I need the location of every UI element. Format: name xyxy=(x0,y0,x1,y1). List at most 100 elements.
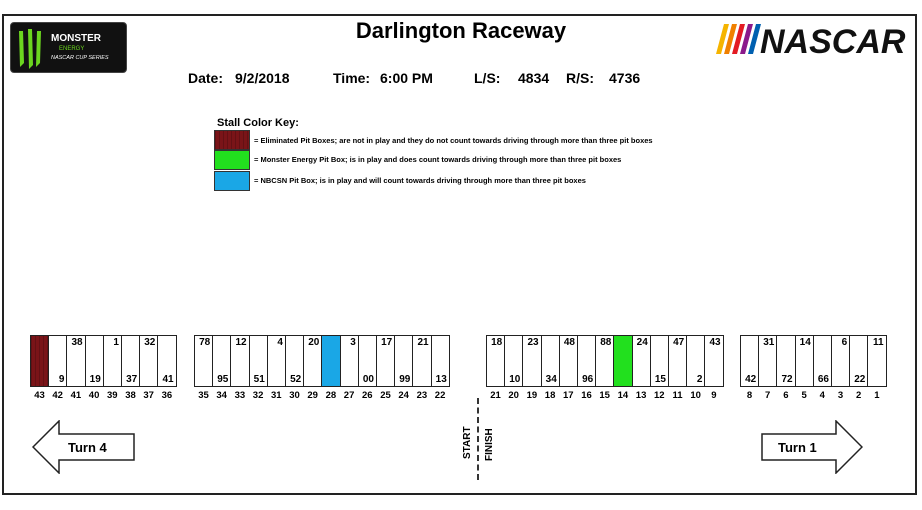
stall-car-top: 47 xyxy=(673,337,685,348)
stall-number: 18 xyxy=(544,390,556,401)
stall-car-top: 6 xyxy=(841,337,848,348)
stall-car-top: 24 xyxy=(636,337,648,348)
stall-car-top: 78 xyxy=(199,337,211,348)
turn-1-label: Turn 1 xyxy=(778,440,817,455)
stall-car-bottom: 37 xyxy=(126,374,138,385)
stall-number: 37 xyxy=(143,390,154,401)
pit-stall: 43 xyxy=(704,335,724,387)
pit-stall: 31 xyxy=(758,335,778,387)
stall-number: 8 xyxy=(746,390,753,401)
stall-car-bottom: 2 xyxy=(696,374,703,385)
pit-stall: 15 xyxy=(649,335,669,387)
pit-stall: 48 xyxy=(558,335,578,387)
stall-number: 39 xyxy=(107,390,118,401)
start-finish-line xyxy=(477,398,479,480)
stall-car-top: 23 xyxy=(527,337,539,348)
stall-car-bottom: 00 xyxy=(362,374,374,385)
stall-number: 26 xyxy=(362,390,373,401)
monster-swatch xyxy=(214,150,250,170)
nbcsn-swatch xyxy=(214,171,250,191)
pit-stall: 41 xyxy=(157,335,177,387)
stall-car-bottom: 34 xyxy=(545,374,557,385)
stall-car-bottom: 99 xyxy=(399,374,411,385)
stall-number: 30 xyxy=(289,390,300,401)
page-title: Darlington Raceway xyxy=(355,18,567,43)
stall-car-top: 11 xyxy=(873,337,884,348)
pit-stall: 4 xyxy=(266,335,286,387)
stall-number: 16 xyxy=(581,390,592,401)
pit-stall: 9 xyxy=(48,335,68,387)
svg-text:NASCAR CUP SERIES: NASCAR CUP SERIES xyxy=(51,55,109,61)
pit-stall xyxy=(613,335,633,387)
time-label: Time: xyxy=(333,70,371,86)
pit-stall: 47 xyxy=(668,335,688,387)
stall-number: 5 xyxy=(801,390,807,401)
stall-car-top: 20 xyxy=(308,337,320,348)
pit-stall: 24 xyxy=(631,335,651,387)
eliminated-key-text: = Eliminated Pit Boxes; are not in play … xyxy=(254,136,653,145)
stall-number: 19 xyxy=(526,390,538,401)
stall-number: 15 xyxy=(599,390,610,401)
pit-stall: 17 xyxy=(376,335,396,387)
svg-text:ENERGY: ENERGY xyxy=(59,46,84,52)
pit-stall: 78 xyxy=(194,335,214,387)
stall-car-top: 14 xyxy=(799,337,811,348)
pit-stall: 66 xyxy=(812,335,832,387)
stall-number: 12 xyxy=(654,390,665,401)
stall-number: 4 xyxy=(819,390,825,401)
pit-stall: 99 xyxy=(394,335,414,387)
pit-stall: 96 xyxy=(577,335,597,387)
stall-car-bottom: 95 xyxy=(217,374,229,385)
stall-car-bottom: 41 xyxy=(162,374,174,385)
stall-number: 32 xyxy=(252,390,264,401)
svg-text:MONSTER: MONSTER xyxy=(51,33,102,44)
ls-label: L/S: xyxy=(474,70,501,86)
stall-number: 10 xyxy=(690,390,701,401)
pit-stall: 6 xyxy=(831,335,851,387)
pit-stall: 34 xyxy=(540,335,560,387)
pit-stall: 32 xyxy=(139,335,159,387)
stall-number: 3 xyxy=(837,390,844,401)
svg-text:NASCAR: NASCAR xyxy=(760,23,906,58)
date-label: Date: xyxy=(188,70,224,86)
start-label: START xyxy=(462,426,473,459)
stall-car-top: 21 xyxy=(417,337,429,348)
monster-claw-icon: MONSTER ENERGY NASCAR CUP SERIES xyxy=(19,29,109,69)
ls-value: 4834 xyxy=(518,70,550,86)
color-key-title: Stall Color Key: xyxy=(217,117,299,129)
stall-number: 11 xyxy=(672,390,683,401)
stall-car-bottom: 9 xyxy=(58,374,65,385)
stall-number: 31 xyxy=(271,390,282,401)
stall-car-top: 31 xyxy=(763,337,775,348)
stall-car-top: 38 xyxy=(71,337,83,348)
turn-4-label: Turn 4 xyxy=(68,440,107,455)
pit-stall: 21 xyxy=(412,335,432,387)
stall-number: 35 xyxy=(198,390,209,401)
stall-car-bottom: 96 xyxy=(582,374,594,385)
pit-stall: 12 xyxy=(230,335,250,387)
stall-number: 29 xyxy=(307,390,318,401)
stall-number: 6 xyxy=(783,390,789,401)
stall-number: 22 xyxy=(434,390,446,401)
pit-stall xyxy=(30,335,50,387)
stall-car-top: 43 xyxy=(709,337,721,348)
stall-number: 23 xyxy=(416,390,428,401)
stall-number: 13 xyxy=(635,390,647,401)
stall-number: 36 xyxy=(161,390,173,401)
nbcsn-key-text: = NBCSN Pit Box; is in play and will cou… xyxy=(254,176,586,185)
stall-car-bottom: 51 xyxy=(253,374,265,385)
pit-stall: 23 xyxy=(522,335,542,387)
pit-stall: 10 xyxy=(504,335,524,387)
pit-stall: 88 xyxy=(595,335,615,387)
stall-number: 40 xyxy=(88,390,100,401)
stall-car-bottom: 52 xyxy=(290,374,302,385)
pit-stall: 1 xyxy=(102,335,122,387)
stall-car-top: 48 xyxy=(563,337,575,348)
stall-number: 42 xyxy=(52,390,63,401)
pit-stall: 95 xyxy=(212,335,232,387)
stall-number: 1 xyxy=(874,390,880,401)
stall-car-top: 17 xyxy=(381,337,393,348)
pit-stall: 19 xyxy=(84,335,104,387)
rs-label: R/S: xyxy=(566,70,594,86)
stall-car-bottom: 15 xyxy=(654,374,666,385)
